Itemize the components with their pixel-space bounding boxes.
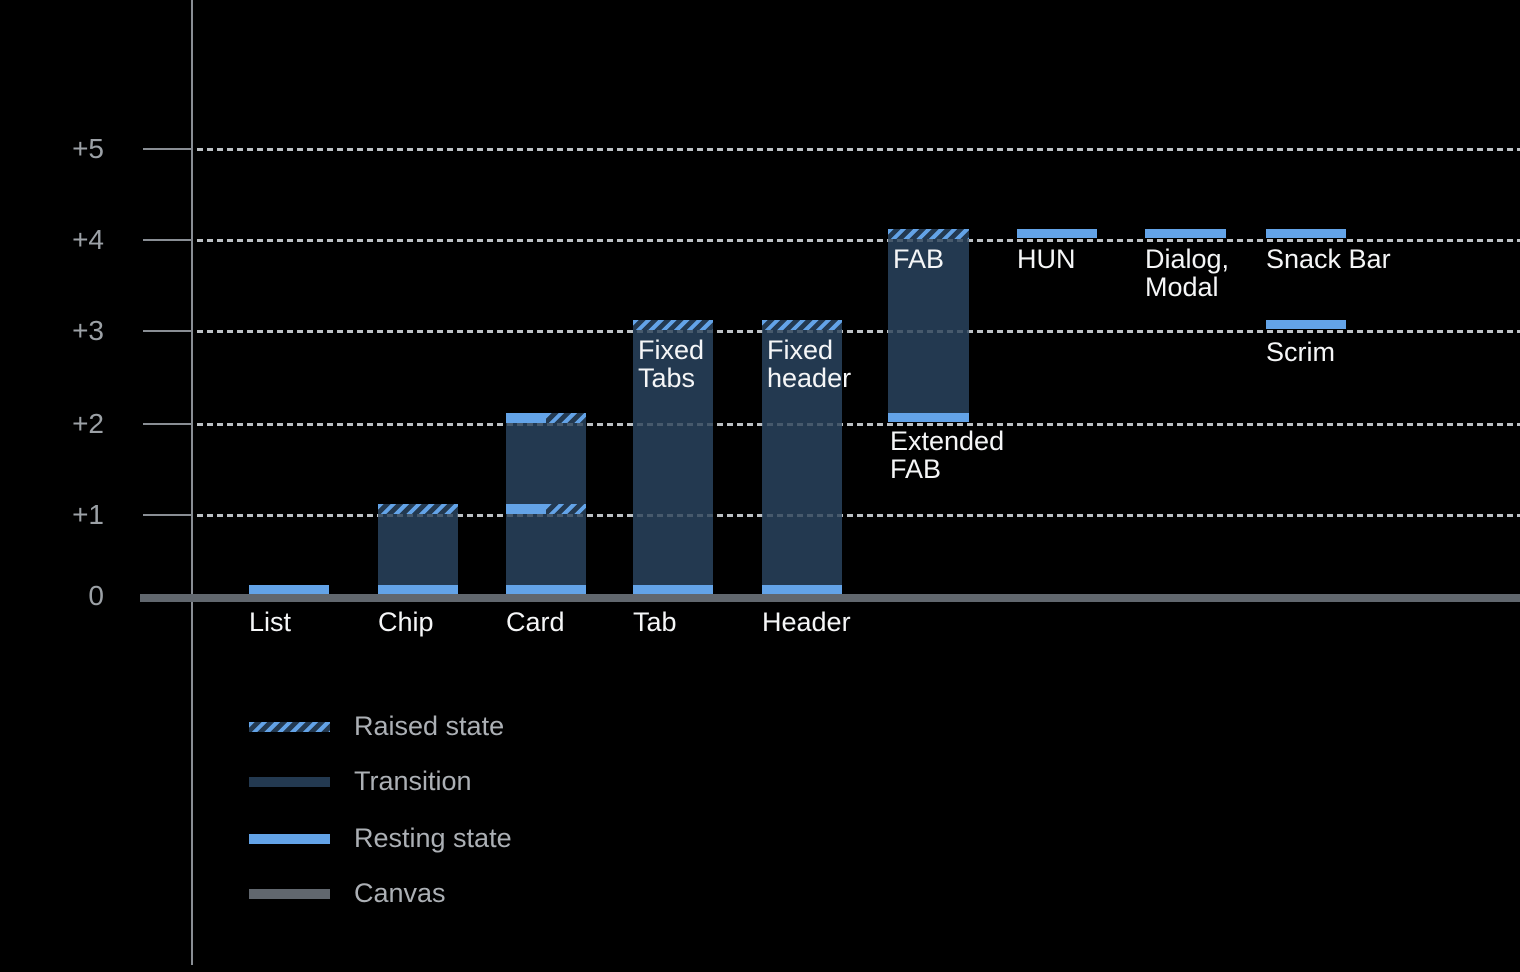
chip-resting-band [378, 585, 458, 594]
gridline-overlay-plus4 [197, 239, 1520, 242]
gridline-plus1 [197, 514, 1520, 517]
header-transition-bar [762, 320, 842, 594]
dialog-modal-resting-band [1145, 229, 1226, 238]
category-label-header: Header [762, 607, 851, 637]
y-label-plus3: +3 [72, 315, 104, 346]
legend-swatch-resting-state [249, 834, 330, 844]
y-label-zero: 0 [88, 580, 104, 611]
canvas-baseline [140, 594, 1520, 602]
gridline-overlay-plus2 [197, 423, 1520, 426]
tab-raised-band [633, 320, 713, 330]
card-raised-band-plus1 [546, 504, 586, 514]
scrim-label: Scrim [1266, 337, 1335, 367]
chip-transition-bar [378, 504, 458, 594]
fab-raised-band [888, 229, 969, 239]
y-label-plus2: +2 [72, 408, 104, 439]
fab-bar-label: FAB [893, 244, 945, 274]
dialog-modal-label: Dialog, Modal [1145, 244, 1230, 302]
category-label-list: List [249, 607, 292, 637]
fab-transition-bar [888, 229, 969, 422]
legend-swatch-canvas [249, 889, 330, 899]
hun-resting-band [1017, 229, 1097, 238]
y-tick-plus3 [143, 330, 193, 332]
gridline-plus3 [197, 330, 1520, 333]
gridline-overlay-plus5 [197, 148, 1520, 151]
y-label-plus4: +4 [72, 224, 104, 255]
gridline-plus2 [197, 423, 1520, 426]
y-tick-plus2 [143, 423, 193, 425]
card-transition-bar [506, 413, 586, 594]
card-resting-band-plus1 [506, 504, 546, 514]
category-label-tab: Tab [633, 607, 677, 637]
snack-bar-label: Snack Bar [1266, 244, 1391, 274]
legend-label-transition: Transition [354, 766, 472, 796]
tab-resting-band [633, 585, 713, 594]
chip-raised-band [378, 504, 458, 514]
list-resting-band [249, 585, 329, 594]
hun-label: HUN [1017, 244, 1076, 274]
header-resting-band [762, 585, 842, 594]
extended-fab-resting-band [888, 413, 969, 422]
y-tick-plus5 [143, 148, 193, 150]
gridline-overlay-plus1 [197, 514, 1520, 517]
header-bar-label: Fixed header [767, 335, 852, 393]
category-label-card: Card [506, 607, 565, 637]
y-tick-plus4 [143, 239, 193, 241]
header-raised-band [762, 320, 842, 330]
card-resting-band-plus2 [506, 413, 546, 423]
y-label-plus5: +5 [72, 133, 104, 164]
legend-swatch-raised-state [249, 722, 330, 732]
gridline-plus4 [197, 239, 1520, 242]
gridline-plus5 [197, 148, 1520, 151]
y-tick-plus1 [143, 514, 193, 516]
y-axis-line [191, 0, 193, 965]
category-label-chip: Chip [378, 607, 434, 637]
legend-label-resting-state: Resting state [354, 823, 512, 853]
extended-fab-label: Extended FAB [890, 426, 1005, 484]
scrim-resting-band [1266, 320, 1346, 329]
legend-label-canvas: Canvas [354, 878, 446, 908]
snack-bar-resting-band [1266, 229, 1346, 238]
card-resting-band [506, 585, 586, 594]
tab-transition-bar [633, 320, 713, 594]
card-raised-band-plus2 [546, 413, 586, 423]
y-label-plus1: +1 [72, 499, 104, 530]
tab-bar-label: Fixed Tabs [638, 335, 705, 393]
legend-swatch-transition [249, 777, 330, 787]
legend-label-raised-state: Raised state [354, 711, 505, 741]
gridline-overlay-plus3 [197, 330, 1520, 333]
